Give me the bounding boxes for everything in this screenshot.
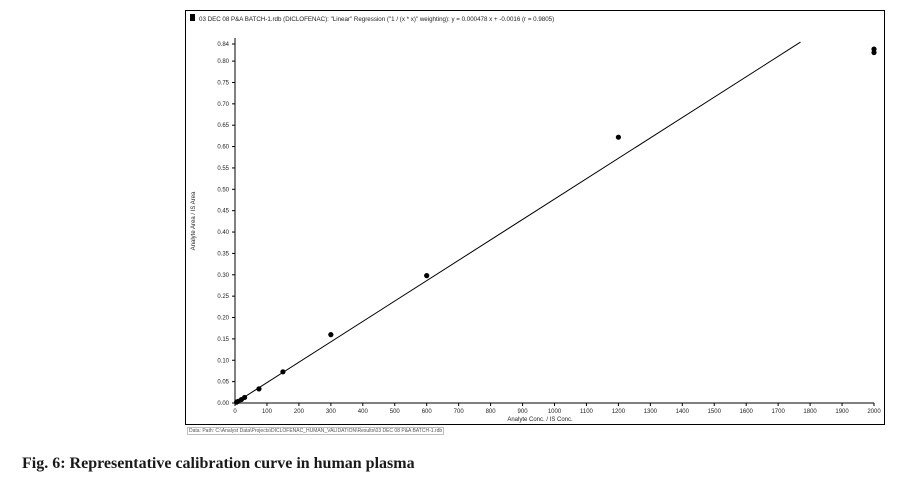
y-tick-label: 0.00 (217, 401, 229, 407)
y-tick-label: 0.75 (217, 80, 229, 86)
x-tick-label: 2000 (867, 409, 881, 415)
y-tick-label: 0.45 (217, 209, 229, 215)
x-tick-label: 400 (358, 409, 369, 415)
y-axis-label: Analyte Area / IS Area (191, 191, 197, 250)
y-tick-label: 0.15 (217, 337, 229, 343)
y-tick-label: 0.35 (217, 251, 229, 257)
y-tick-label: 0.25 (217, 294, 229, 300)
x-tick-label: 1600 (740, 409, 754, 415)
x-tick-label: 500 (390, 409, 401, 415)
x-tick-label: 1500 (708, 409, 722, 415)
x-tick-label: 1100 (580, 409, 594, 415)
y-tick-label: 0.65 (217, 123, 229, 129)
x-tick-label: 1700 (771, 409, 785, 415)
data-point (241, 394, 248, 401)
x-tick-label: 600 (422, 409, 433, 415)
x-tick-label: 100 (262, 409, 273, 415)
y-tick-label: 0.50 (217, 187, 229, 193)
y-tick-label: 0.20 (217, 316, 229, 322)
data-point (615, 134, 621, 140)
y-tick-label: 0.55 (217, 166, 229, 172)
y-tick-label: 0.40 (217, 230, 229, 236)
x-tick-label: 800 (486, 409, 497, 415)
x-tick-label: 1200 (612, 409, 626, 415)
x-tick-label: 200 (294, 409, 305, 415)
regression-line (234, 41, 801, 404)
data-point (328, 332, 334, 338)
data-point (424, 273, 430, 279)
x-tick-label: 1300 (644, 409, 658, 415)
x-tick-label: 1000 (548, 409, 562, 415)
x-tick-label: 700 (454, 409, 465, 415)
x-axis-label: Analyte Conc. / IS Conc. (507, 417, 573, 423)
data-point (871, 46, 877, 52)
y-tick-label: 0.80 (217, 59, 229, 65)
calibration-chart: 03 DEC 08 P&A BATCH-1.rdb (DICLOFENAC): … (190, 14, 881, 423)
y-tick-label: 0.10 (217, 358, 229, 364)
x-tick-label: 0 (233, 409, 237, 415)
chart-title: 03 DEC 08 P&A BATCH-1.rdb (DICLOFENAC): … (199, 16, 554, 23)
data-point (280, 369, 286, 375)
y-tick-label: 0.70 (217, 102, 229, 108)
figure-caption: Fig. 6: Representative calibration curve… (22, 455, 415, 472)
y-tick-label: 0.30 (217, 273, 229, 279)
x-tick-label: 1900 (835, 409, 849, 415)
x-tick-label: 1800 (803, 409, 817, 415)
y-tick-label: 0.05 (217, 380, 229, 386)
y-tick-label: 0.60 (217, 145, 229, 151)
x-tick-label: 900 (518, 409, 529, 415)
data-point (256, 386, 262, 392)
file-path-footer: Data: Path: C:\Analyst Data\Projects\DIC… (187, 427, 445, 435)
chart-frame: 03 DEC 08 P&A BATCH-1.rdb (DICLOFENAC): … (185, 10, 885, 425)
title-marker-icon (190, 14, 195, 21)
x-tick-label: 1400 (676, 409, 690, 415)
y-tick-label: 0.84 (217, 42, 229, 48)
x-tick-label: 300 (326, 409, 337, 415)
